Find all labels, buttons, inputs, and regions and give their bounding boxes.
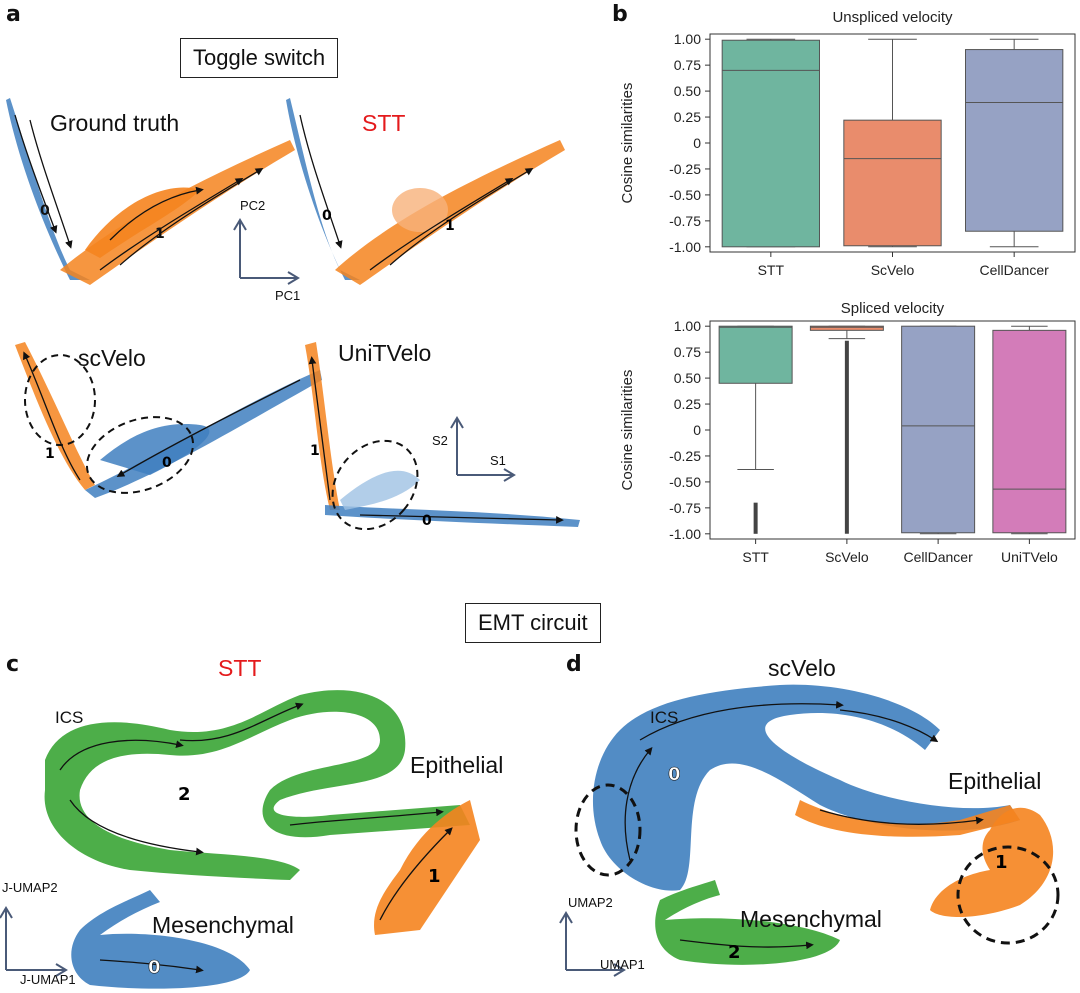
chart-1-xtick-label: STT: [742, 549, 769, 565]
axis-pc2: PC2: [240, 198, 266, 213]
panel-letter-b: b: [612, 2, 628, 27]
chart-1-ytick-label: 0.25: [674, 396, 701, 412]
gt-cluster-1: 1: [155, 226, 165, 242]
stt-cluster-1: 1: [445, 218, 455, 234]
scvelo-plot: 1 0: [15, 342, 322, 498]
chart-0-ylabel: Cosine similarities: [619, 83, 636, 204]
chart-1-box-3: [992, 329, 1067, 534]
d-label-epithelial: Epithelial: [948, 768, 1042, 794]
chart-1-ytick-label: 0: [693, 422, 701, 438]
scvelo-cluster-0: 0: [162, 455, 172, 471]
chart-1-xtick-label: ScVelo: [825, 549, 869, 565]
c-axis-y: J-UMAP2: [2, 880, 58, 895]
chart-0-xtick-label: ScVelo: [871, 262, 915, 278]
chart-0-xtick-label: CellDancer: [980, 262, 1050, 278]
chart-0-ytick-label: 0: [693, 135, 701, 151]
chart-0-ytick-label: 1.00: [674, 31, 701, 47]
c-title-stt: STT: [218, 655, 262, 681]
d-label-mesenchymal: Mesenchymal: [740, 906, 882, 932]
chart-0-title: Unspliced velocity: [832, 9, 953, 26]
panel-letter-d: d: [566, 652, 582, 677]
chart-0-ytick-label: 0.75: [674, 57, 701, 73]
c-label-ics: ICS: [55, 708, 84, 727]
panel-c-emt-stt: 2 1 0: [0, 690, 480, 989]
chart-1-xtick-label: UniTVelo: [1001, 549, 1058, 565]
panel-d-emt-scvelo: 0 1 2: [559, 684, 1060, 977]
chart-0-ytick-label: -1.00: [669, 239, 701, 255]
d-axis-y: UMAP2: [568, 895, 613, 910]
chart-1-ytick-label: -0.50: [669, 474, 701, 490]
axis-s1: S1: [490, 453, 506, 468]
chart-1-box-1: [809, 325, 884, 331]
d-cluster-1: 1: [995, 852, 1008, 873]
stt-cluster-0: 0: [322, 208, 332, 224]
chart-0-ytick-label: -0.75: [669, 213, 701, 229]
d-cluster-0: 0: [668, 764, 681, 785]
ground-truth-plot: 0 1: [6, 98, 295, 285]
chart-0-ytick-label: -0.50: [669, 187, 701, 203]
chart-1-box-0: [718, 325, 793, 384]
gt-cluster-0: 0: [40, 203, 50, 219]
d-cluster-2: 2: [728, 942, 741, 963]
c-cluster-2: 2: [178, 784, 191, 805]
chart-1-ytick-label: -1.00: [669, 526, 701, 542]
c-cluster-0: 0: [148, 957, 161, 978]
chart-1-ylabel: Cosine similarities: [619, 370, 636, 491]
d-axis-x: UMAP1: [600, 957, 645, 972]
unitvelo-cluster-0: 0: [422, 513, 432, 529]
axis-pc1: PC1: [275, 288, 301, 303]
c-label-mesenchymal: Mesenchymal: [152, 912, 294, 938]
panel-letter-a: a: [6, 2, 21, 27]
scvelo-cluster-1: 1: [45, 446, 55, 462]
section-toggle-switch: Toggle switch: [180, 38, 339, 78]
c-label-epithelial: Epithelial: [410, 752, 504, 778]
chart-0-xtick-label: STT: [758, 262, 785, 278]
label-scvelo-a: scVelo: [78, 345, 146, 371]
unitvelo-plot: 1 0: [305, 342, 580, 530]
chart-1-ytick-label: -0.75: [669, 500, 701, 516]
chart-0-box-2: [965, 49, 1064, 232]
unitvelo-cluster-1: 1: [310, 443, 320, 459]
chart-0-ytick-label: -0.25: [669, 161, 701, 177]
label-stt-a: STT: [362, 110, 406, 136]
chart-0-ytick-label: 0.50: [674, 83, 701, 99]
panel-a-streamplots: 0 1 0 1 1 0: [6, 98, 580, 530]
chart-1-ytick-label: 0.50: [674, 370, 701, 386]
chart-0-box-0: [721, 39, 820, 248]
label-ground-truth: Ground truth: [50, 110, 180, 136]
chart-0-box-1: [843, 119, 942, 247]
chart-1-ytick-label: 0.75: [674, 344, 701, 360]
chart-1-title: Spliced velocity: [841, 300, 945, 317]
chart-1-box-2: [901, 325, 976, 534]
axis-s2: S2: [432, 433, 448, 448]
stt-plot: 0 1: [286, 98, 565, 285]
chart-1-ytick-label: 1.00: [674, 318, 701, 334]
chart-1-ytick-label: -0.25: [669, 448, 701, 464]
section-emt-circuit: EMT circuit: [465, 603, 601, 643]
chart-0-ytick-label: 0.25: [674, 109, 701, 125]
c-axis-x: J-UMAP1: [20, 972, 76, 987]
panel-b-boxplots: Unspliced velocity Cosine similarities 1.0…: [619, 9, 1076, 565]
c-cluster-1: 1: [428, 866, 441, 887]
panel-letter-c: c: [6, 652, 20, 677]
d-label-ics: ICS: [650, 708, 679, 727]
d-title-scvelo: scVelo: [768, 655, 836, 681]
label-unitvelo-a: UniTVelo: [338, 340, 432, 366]
chart-1-xtick-label: CellDancer: [904, 549, 974, 565]
